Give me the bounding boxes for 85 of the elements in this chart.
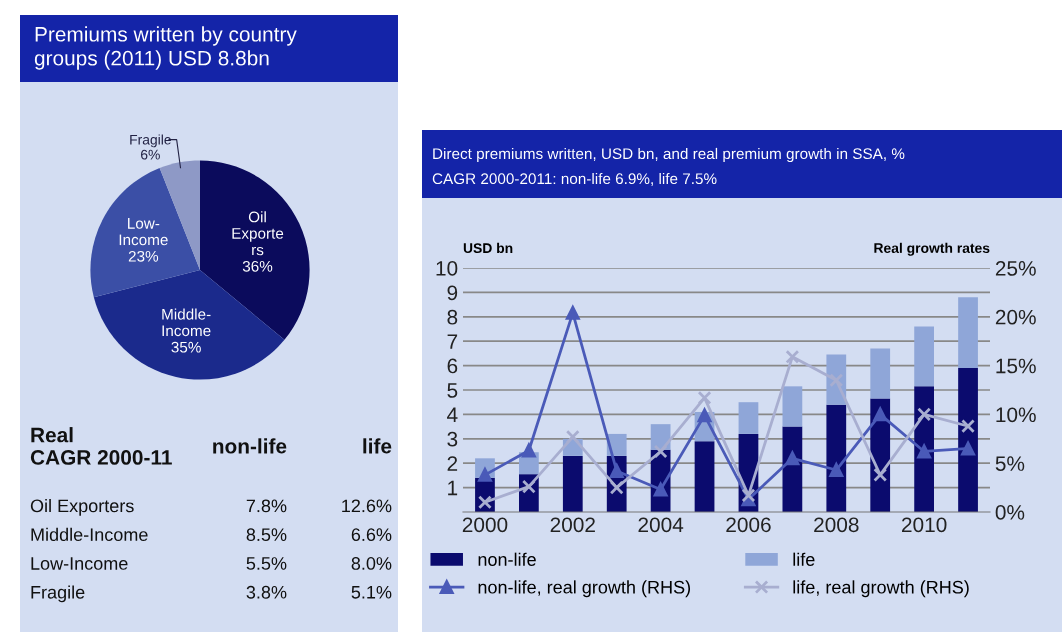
- data-label: 35%: [171, 341, 201, 353]
- y-tick-label: 4: [447, 407, 458, 422]
- text: 6.6%: [351, 528, 392, 542]
- text: 12.6%: [342, 499, 392, 513]
- x-tick-label: 2004: [638, 517, 684, 533]
- point: [785, 349, 800, 364]
- chart-subtitle: CAGR 2000-2011: non-life 6.9%, life 7.5%: [432, 172, 717, 186]
- chart-title: Premiums written by country groups (2011) USD 8.8bn: [34, 26, 297, 70]
- bar: [870, 348, 891, 399]
- legend-label: non-life, real growth (RHS): [478, 580, 691, 598]
- bar: [958, 368, 978, 512]
- y-tick-label: 5: [447, 383, 458, 398]
- point: [609, 464, 624, 478]
- y-tick-label: 8: [447, 309, 458, 325]
- bar: [958, 297, 978, 369]
- text: 7.8%: [246, 499, 287, 513]
- y-tick-label: 7: [447, 334, 458, 349]
- legend-label: non-life: [478, 552, 536, 566]
- point: [653, 444, 668, 459]
- slice-label: Low- Income: [119, 218, 168, 246]
- y-tick-label: 9: [447, 285, 458, 301]
- point: [917, 444, 932, 459]
- y2-tick-label: 20%: [995, 309, 1036, 325]
- point: [653, 482, 668, 497]
- y2-tick-label: 0%: [995, 505, 1025, 520]
- slice-label: Oil Exporte rs: [232, 211, 284, 256]
- bar: [826, 404, 847, 512]
- text: Middle-Income: [31, 527, 148, 542]
- text: non-life: [213, 438, 287, 454]
- legend-label: life, real growth (RHS): [793, 580, 969, 598]
- pie-slice: [90, 168, 200, 298]
- text: Low-Income: [31, 557, 128, 570]
- point: [521, 443, 536, 458]
- point: [961, 419, 975, 434]
- slice-label: Middle- Income: [162, 308, 211, 337]
- data-label: 23%: [128, 250, 159, 262]
- text: 3.8%: [246, 585, 287, 599]
- x-tick-label: 2008: [814, 517, 859, 533]
- bar: [782, 426, 803, 512]
- data-label: 6%: [141, 149, 160, 160]
- text: Fragile: [31, 585, 85, 603]
- y-tick-label: 10: [436, 261, 458, 276]
- x-tick-label: 2010: [902, 517, 947, 533]
- bar: [738, 402, 759, 434]
- x-tick-label: 2000: [462, 517, 508, 533]
- text: 8.5%: [246, 528, 287, 542]
- x-tick-label: 2002: [550, 517, 595, 533]
- y-axis-title: USD bn: [463, 242, 513, 254]
- slice-label: Fragile: [130, 134, 171, 148]
- data-label: 36%: [242, 260, 273, 272]
- chart-title: Direct premiums written, USD bn, and real premium growth in SSA, %: [433, 147, 905, 163]
- y-tick-label: 1: [448, 480, 458, 496]
- text: Oil Exporters: [30, 498, 134, 516]
- point: [785, 451, 800, 466]
- point: [917, 407, 932, 422]
- text: 5.5%: [246, 557, 287, 570]
- point: [478, 495, 492, 510]
- point: [565, 305, 580, 320]
- y-tick-label: 2: [447, 456, 458, 471]
- text: Real CAGR 2000-11: [30, 427, 172, 465]
- point: [697, 408, 712, 423]
- text: life: [363, 438, 392, 454]
- point: [697, 390, 712, 405]
- y-tick-label: 3: [447, 431, 458, 447]
- bar: [914, 326, 935, 387]
- text: 5.1%: [351, 585, 392, 599]
- legend-label: life: [793, 552, 815, 566]
- point: [565, 429, 580, 444]
- bar: [562, 455, 583, 512]
- point: [873, 407, 888, 422]
- point: [829, 463, 844, 477]
- bar: [782, 386, 803, 427]
- point: [961, 441, 975, 456]
- y2-axis-title: Real growth rates: [874, 242, 990, 256]
- text: 8.0%: [351, 557, 392, 570]
- point: [741, 488, 756, 503]
- y2-tick-label: 25%: [995, 261, 1036, 276]
- y2-tick-label: 5%: [995, 456, 1025, 471]
- x-tick-label: 2006: [726, 517, 771, 533]
- y2-tick-label: 15%: [996, 358, 1036, 374]
- bar: [694, 441, 715, 512]
- pie-slice: [93, 270, 285, 380]
- point: [873, 467, 888, 482]
- y2-tick-label: 10%: [996, 407, 1036, 423]
- y-tick-label: 6: [447, 358, 458, 374]
